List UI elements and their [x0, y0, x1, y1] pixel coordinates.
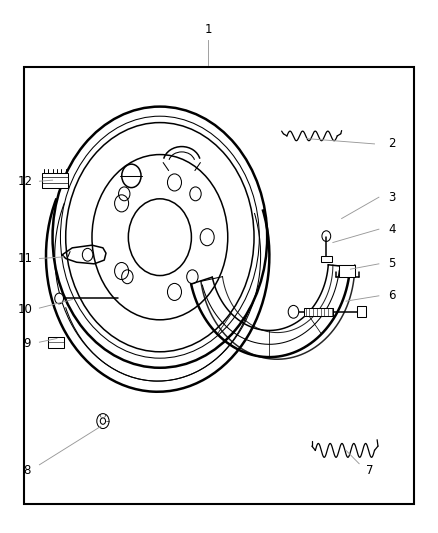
- Circle shape: [122, 270, 133, 284]
- Text: 5: 5: [389, 257, 396, 270]
- Bar: [357, 306, 366, 317]
- Bar: [24, 67, 414, 504]
- Bar: [48, 337, 64, 348]
- Circle shape: [187, 270, 198, 284]
- Text: 11: 11: [18, 252, 33, 265]
- Text: 4: 4: [388, 223, 396, 236]
- Bar: [339, 265, 355, 277]
- Circle shape: [288, 305, 299, 318]
- Text: 10: 10: [18, 303, 33, 316]
- Bar: [42, 173, 68, 188]
- Text: 1: 1: [204, 23, 212, 36]
- Text: 6: 6: [388, 289, 396, 302]
- Text: 2: 2: [388, 138, 396, 150]
- Bar: [304, 308, 333, 316]
- Text: 3: 3: [389, 191, 396, 204]
- Text: 9: 9: [23, 337, 31, 350]
- Text: 7: 7: [366, 464, 374, 477]
- Bar: [321, 256, 332, 262]
- Circle shape: [190, 187, 201, 201]
- Text: 12: 12: [18, 175, 33, 188]
- Text: 8: 8: [24, 464, 31, 477]
- Circle shape: [119, 187, 130, 201]
- Circle shape: [55, 293, 64, 304]
- Circle shape: [82, 248, 93, 261]
